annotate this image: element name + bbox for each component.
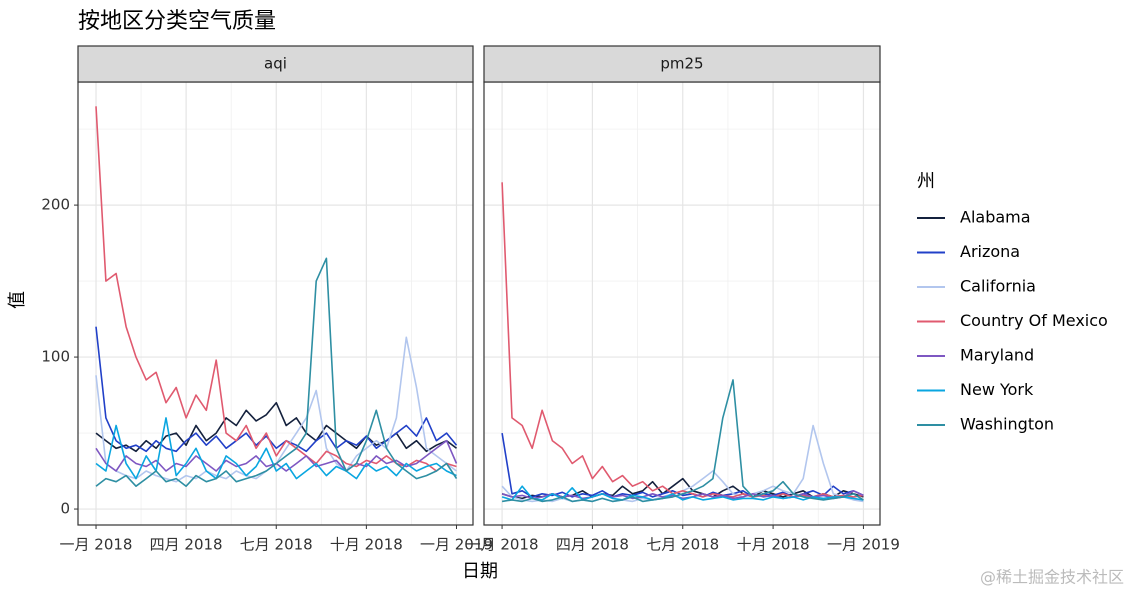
x-tick-label: 十月 2018	[330, 536, 403, 554]
panel-background	[78, 82, 473, 525]
x-tick-label: 一月 2018	[466, 536, 539, 554]
x-tick-label: 十月 2018	[737, 536, 810, 554]
legend-label: New York	[960, 380, 1034, 399]
x-tick-label: 七月 2018	[646, 536, 719, 554]
series-line	[501, 182, 864, 498]
legend-label: Arizona	[960, 242, 1020, 261]
series-line	[501, 379, 864, 503]
legend-label: Washington	[960, 415, 1054, 434]
y-tick-label: 0	[60, 500, 70, 518]
strip-label: pm25	[660, 55, 703, 73]
legend-label: Alabama	[960, 208, 1031, 227]
y-tick-label: 100	[41, 348, 70, 366]
panel-background	[484, 82, 880, 525]
series-line	[95, 326, 458, 453]
series-line	[501, 485, 864, 501]
x-axis-title: 日期	[462, 561, 498, 582]
x-tick-label: 一月 2019	[827, 536, 900, 554]
x-tick-label: 四月 2018	[556, 536, 629, 554]
legend-label: Country Of Mexico	[960, 311, 1108, 330]
x-tick-label: 一月 2018	[60, 536, 133, 554]
x-tick-label: 七月 2018	[240, 536, 313, 554]
x-tick-label: 四月 2018	[150, 536, 223, 554]
series-line	[95, 257, 458, 487]
y-tick-label: 200	[41, 196, 70, 214]
legend-label: California	[960, 277, 1036, 296]
legend-label: Maryland	[960, 346, 1034, 365]
legend-title: 州	[917, 171, 935, 192]
strip	[483, 45, 881, 83]
y-axis-title: 值	[7, 291, 28, 309]
x-tick-label: 一月 2019	[420, 536, 493, 554]
strip-label: aqi	[264, 55, 287, 73]
strip	[77, 45, 474, 83]
chart-title: 按地区分类空气质量	[78, 9, 276, 34]
watermark: @稀土掘金技术社区	[980, 568, 1124, 587]
